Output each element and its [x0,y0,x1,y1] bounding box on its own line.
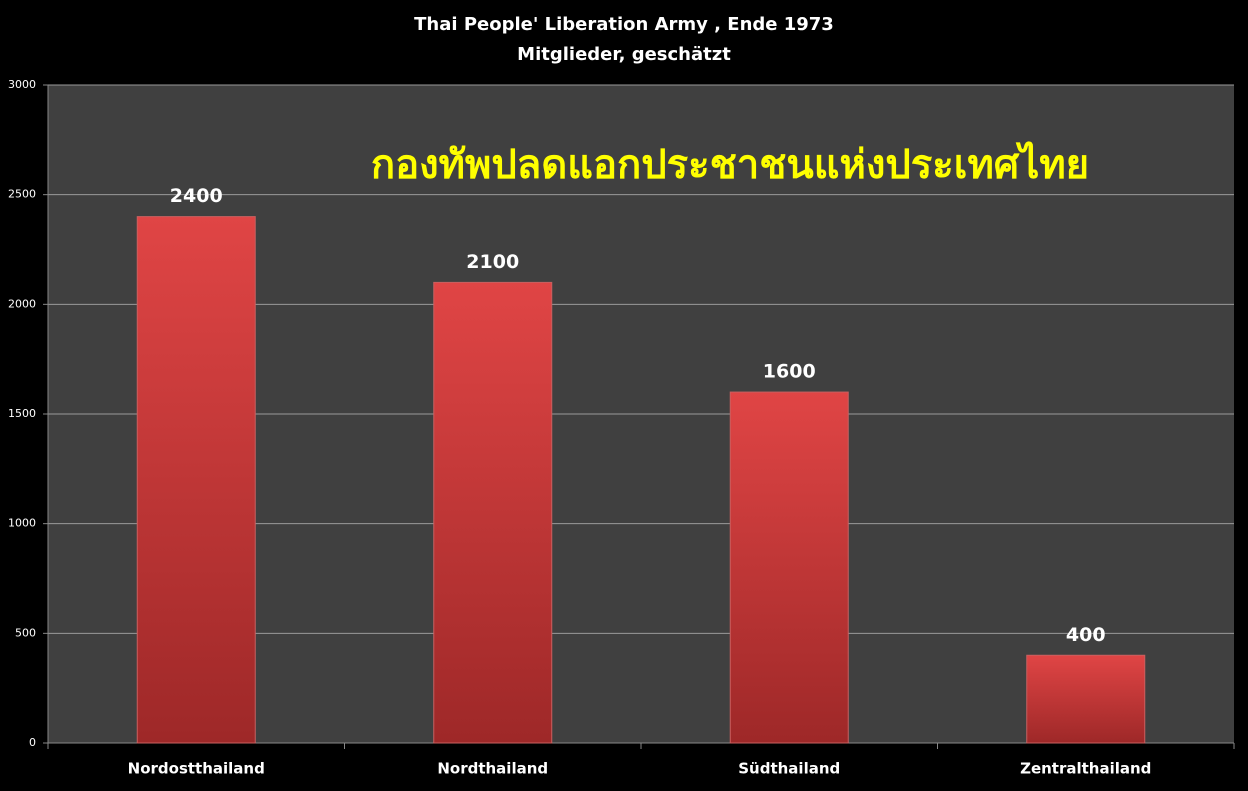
bar [136,216,256,744]
bar [729,391,849,744]
y-tick-label: 1500 [8,407,36,420]
y-tick-label: 0 [29,736,36,749]
plot: 0 500 1000 1500 2000 2500 3000 Nordostthailand 2… [8,78,1235,778]
y-tick-label: 3000 [8,78,36,91]
bar [1026,654,1146,744]
x-tick-label: Nordthailand [437,760,548,778]
x-tick-label: Nordostthailand [128,760,265,778]
annotation: กองทัพปลดแอกประชาชนแห่งประเทศไทย [371,141,1089,188]
x-tick-label: Südthailand [738,760,840,778]
chart-title: Thai People' Liberation Army , Ende 1973 [414,14,834,35]
data-label: 2400 [170,185,223,207]
y-tick-label: 2000 [8,297,36,310]
y-tick-label: 2500 [8,188,36,201]
data-label: 2100 [466,251,519,273]
y-tick-label: 1000 [8,517,36,530]
bar [433,281,553,744]
x-tick-label: Zentralthailand [1020,760,1151,778]
data-label: 400 [1066,624,1106,646]
data-label: 1600 [763,361,816,383]
y-tick-label: 500 [15,626,36,639]
chart-subtitle: Mitglieder, geschätzt [517,44,731,65]
